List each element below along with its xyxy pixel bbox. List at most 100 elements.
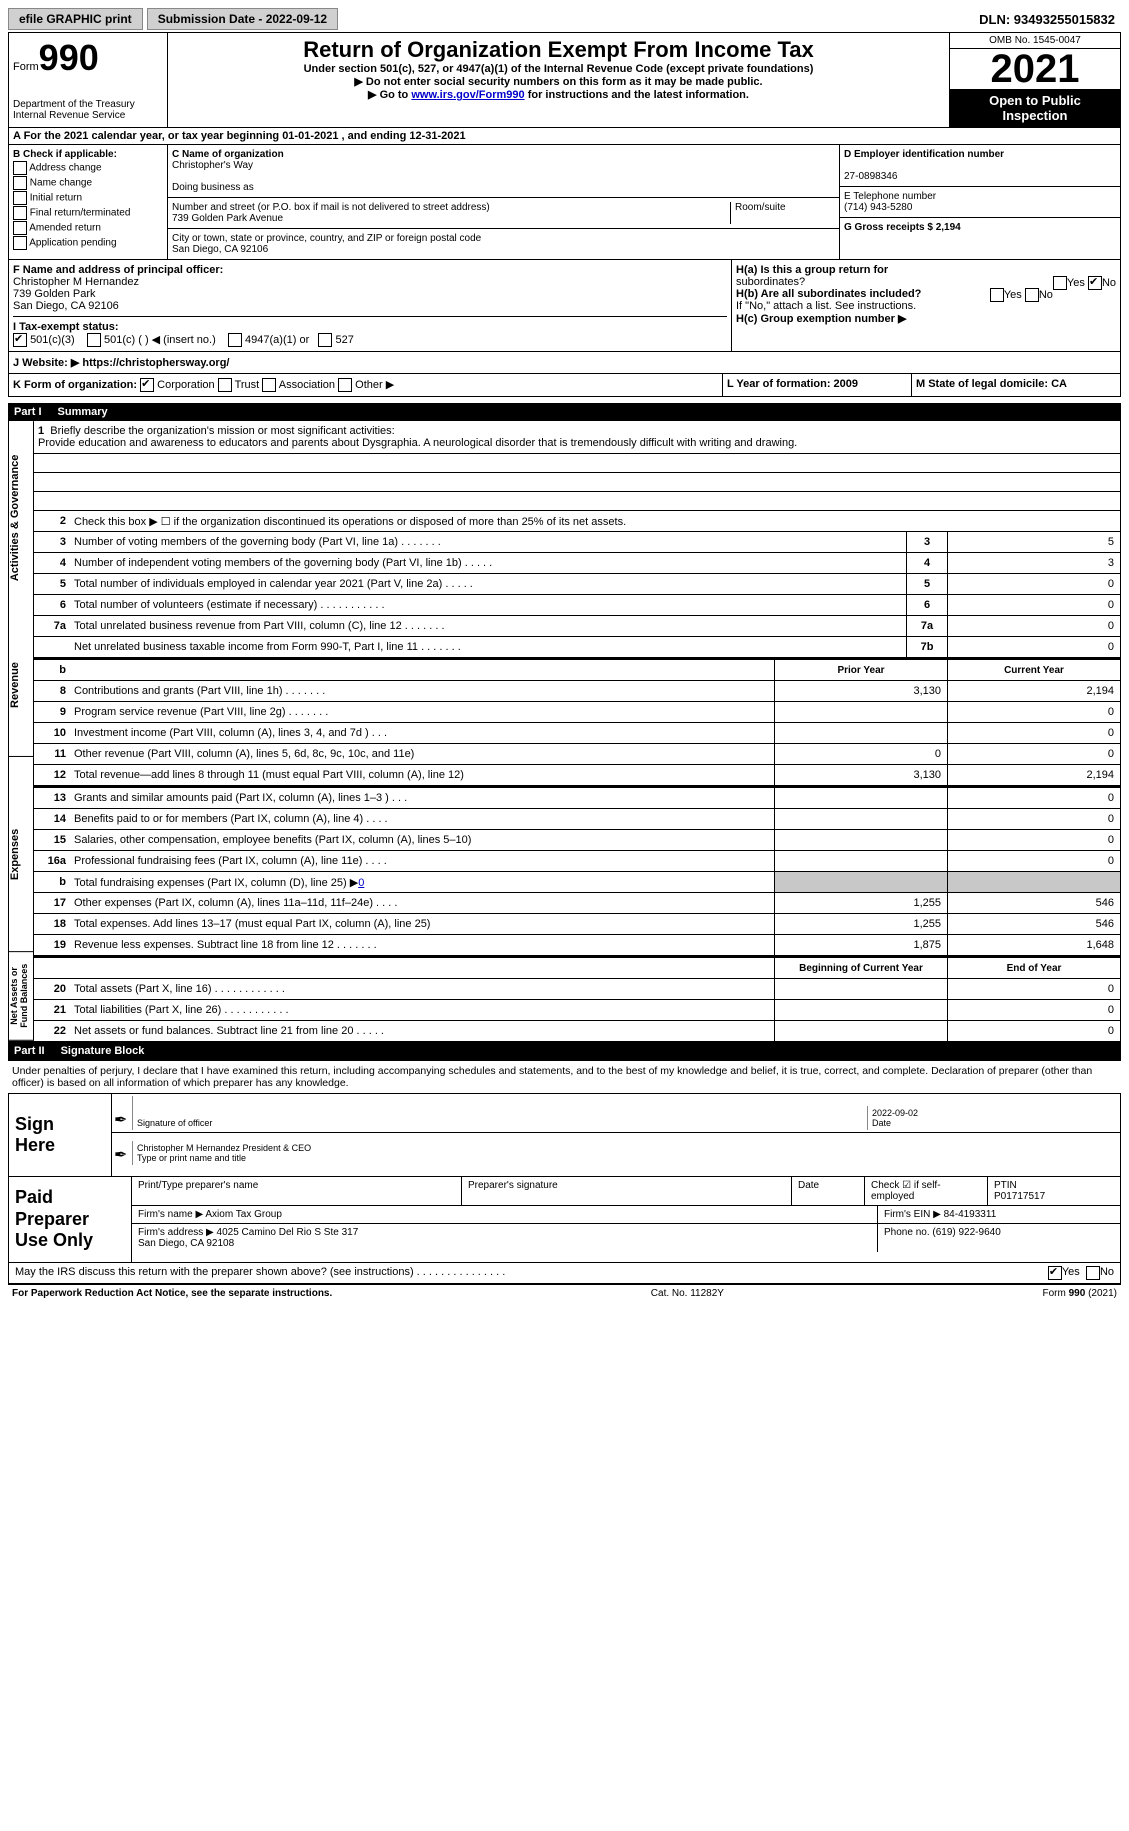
pp-name-label: Print/Type preparer's name [132,1177,462,1205]
c14: 0 [947,809,1120,829]
sig-date-value: 2022-09-02 [872,1108,1114,1118]
state-domicile: M State of legal domicile: CA [912,374,1120,396]
section-klm: K Form of organization: Corporation Trus… [8,374,1121,397]
chk-4947[interactable] [228,333,242,347]
officer-name-label: Type or print name and title [137,1153,246,1163]
line-7b: Net unrelated business taxable income fr… [70,639,906,655]
p19: 1,875 [774,935,947,955]
line-9: Program service revenue (Part VIII, line… [70,704,774,720]
line-4: Number of independent voting members of … [70,555,906,571]
tab-net-assets: Net Assets or Fund Balances [9,952,34,1041]
chk-amended-return[interactable]: Amended return [13,221,163,235]
efile-print-button[interactable]: efile GRAPHIC print [8,8,143,30]
line-15: Salaries, other compensation, employee b… [70,832,774,848]
val-4: 3 [947,553,1120,573]
form-number: 990 [39,37,99,78]
chk-address-change[interactable]: Address change [13,161,163,175]
c11: 0 [947,744,1120,764]
p10 [774,723,947,743]
line-12: Total revenue—add lines 8 through 11 (mu… [70,767,774,783]
submission-date-button[interactable]: Submission Date - 2022-09-12 [147,8,338,30]
tel-value: (714) 943-5280 [844,202,912,213]
prior-year-hdr: Prior Year [774,660,947,680]
paid-preparer-label: Paid Preparer Use Only [9,1177,132,1262]
tab-expenses: Expenses [9,757,34,952]
c17: 546 [947,893,1120,913]
c12: 2,194 [947,765,1120,785]
val-5: 0 [947,574,1120,594]
val-7a: 0 [947,616,1120,636]
chk-name-change[interactable]: Name change [13,176,163,190]
line-11: Other revenue (Part VIII, column (A), li… [70,746,774,762]
top-toolbar: efile GRAPHIC print Submission Date - 20… [8,8,1121,30]
fundraising-link[interactable]: 0 [358,877,364,889]
tel-label: E Telephone number [844,191,936,202]
sig-date-label: Date [872,1118,891,1128]
ha-no[interactable] [1088,276,1102,290]
line-18: Total expenses. Add lines 13–17 (must eq… [70,916,774,932]
val-6: 0 [947,595,1120,615]
dept-label: Department of the Treasury Internal Reve… [13,99,163,121]
chk-assoc[interactable] [262,378,276,392]
chk-initial-return[interactable]: Initial return [13,191,163,205]
officer-addr2: San Diego, CA 92106 [13,300,727,312]
hb-yes[interactable] [990,288,1004,302]
chk-application-pending[interactable]: Application pending [13,236,163,250]
chk-501c[interactable] [87,333,101,347]
c10: 0 [947,723,1120,743]
col-b-checkboxes: B Check if applicable: Address change Na… [9,145,168,259]
chk-corp[interactable] [140,378,154,392]
open-public-badge: Open to Public Inspection [950,89,1120,127]
line-16b: Total fundraising expenses (Part IX, col… [70,874,774,891]
street-label: Number and street (or P.O. box if mail i… [172,202,730,213]
chk-other[interactable] [338,378,352,392]
pen-icon: ✒ [114,1145,132,1165]
discuss-yes[interactable] [1048,1266,1062,1280]
line-8: Contributions and grants (Part VIII, lin… [70,683,774,699]
footer-mid: Cat. No. 11282Y [651,1288,724,1299]
ha-yes[interactable] [1053,276,1067,290]
line-10: Investment income (Part VIII, column (A)… [70,725,774,741]
c13: 0 [947,788,1120,808]
begin-year-hdr: Beginning of Current Year [774,958,947,978]
tax-exempt-label: I Tax-exempt status: [13,321,119,333]
org-name-value: Christopher's Way [172,160,835,171]
pp-sig-label: Preparer's signature [462,1177,792,1205]
chk-final-return[interactable]: Final return/terminated [13,206,163,220]
tab-revenue: Revenue [9,615,34,757]
officer-name-title: Christopher M Hernandez President & CEO [137,1143,1114,1153]
irs-link[interactable]: www.irs.gov/Form990 [411,89,524,101]
chk-527[interactable] [318,333,332,347]
line-14: Benefits paid to or for members (Part IX… [70,811,774,827]
ein-label: D Employer identification number [844,149,1004,160]
firm-name: Firm's name ▶ Axiom Tax Group [132,1206,878,1223]
sig-officer-label: Signature of officer [137,1118,212,1128]
p18: 1,255 [774,914,947,934]
c20: 0 [947,979,1120,999]
gross-receipts: G Gross receipts $ 2,194 [844,222,961,233]
officer-name: Christopher M Hernandez [13,276,727,288]
city-value: San Diego, CA 92106 [172,244,835,255]
p13 [774,788,947,808]
pen-icon: ✒ [114,1110,132,1130]
c19: 1,648 [947,935,1120,955]
pp-check-label: Check ☑ if self-employed [865,1177,988,1205]
col-d-ein: D Employer identification number 27-0898… [840,145,1120,259]
dba-label: Doing business as [172,182,835,193]
subtitle-3: ▶ Go to www.irs.gov/Form990 for instruct… [172,88,945,101]
row-a-calendar-year: A For the 2021 calendar year, or tax yea… [8,128,1121,145]
chk-501c3[interactable] [13,333,27,347]
chk-trust[interactable] [218,378,232,392]
line-7a: Total unrelated business revenue from Pa… [70,618,906,634]
hb-no[interactable] [1025,288,1039,302]
discuss-no[interactable] [1086,1266,1100,1280]
officer-addr1: 739 Golden Park [13,288,727,300]
org-name-label: C Name of organization [172,149,835,160]
footer-left: For Paperwork Reduction Act Notice, see … [12,1288,332,1299]
section-bcd: B Check if applicable: Address change Na… [8,145,1121,260]
page-footer: For Paperwork Reduction Act Notice, see … [8,1284,1121,1302]
officer-label: F Name and address of principal officer: [13,264,223,276]
dln-label: DLN: 93493255015832 [973,12,1121,27]
end-year-hdr: End of Year [947,958,1120,978]
website-row: J Website: ▶ https://christophersway.org… [8,352,1121,374]
